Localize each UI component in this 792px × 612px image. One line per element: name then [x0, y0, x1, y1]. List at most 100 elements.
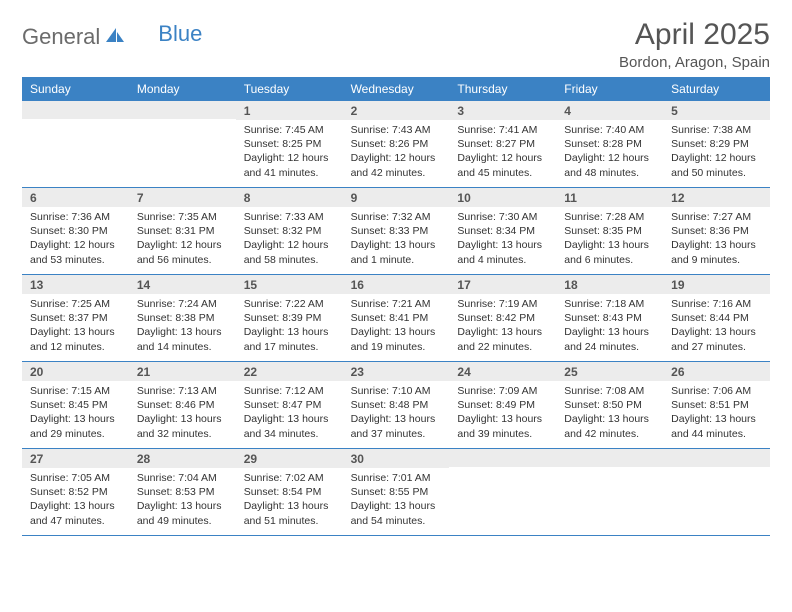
weekday-tuesday: Tuesday: [236, 77, 343, 101]
sunset-line: Sunset: 8:35 PM: [564, 224, 655, 238]
day-number: 10: [449, 188, 556, 207]
day-body: Sunrise: 7:01 AMSunset: 8:55 PMDaylight:…: [343, 468, 450, 532]
day-number: 22: [236, 362, 343, 381]
logo: General Blue: [22, 24, 202, 50]
sunset-line: Sunset: 8:25 PM: [244, 137, 335, 151]
day-number: 13: [22, 275, 129, 294]
day-body: Sunrise: 7:40 AMSunset: 8:28 PMDaylight:…: [556, 120, 663, 184]
day-cell: [449, 449, 556, 535]
day-number: 9: [343, 188, 450, 207]
day-cell: 1Sunrise: 7:45 AMSunset: 8:25 PMDaylight…: [236, 101, 343, 187]
day-number: 8: [236, 188, 343, 207]
day-body: Sunrise: 7:09 AMSunset: 8:49 PMDaylight:…: [449, 381, 556, 445]
sunrise-line: Sunrise: 7:10 AM: [351, 384, 442, 398]
sunrise-line: Sunrise: 7:43 AM: [351, 123, 442, 137]
sunrise-line: Sunrise: 7:40 AM: [564, 123, 655, 137]
day-cell: 16Sunrise: 7:21 AMSunset: 8:41 PMDayligh…: [343, 275, 450, 361]
location: Bordon, Aragon, Spain: [619, 54, 770, 71]
day-number: 6: [22, 188, 129, 207]
day-number: 29: [236, 449, 343, 468]
logo-text-general: General: [22, 24, 100, 50]
sunrise-line: Sunrise: 7:09 AM: [457, 384, 548, 398]
week-row: 20Sunrise: 7:15 AMSunset: 8:45 PMDayligh…: [22, 362, 770, 449]
day-body: Sunrise: 7:45 AMSunset: 8:25 PMDaylight:…: [236, 120, 343, 184]
day-body: Sunrise: 7:41 AMSunset: 8:27 PMDaylight:…: [449, 120, 556, 184]
daylight-line: Daylight: 13 hours and 4 minutes.: [457, 238, 548, 266]
day-body: Sunrise: 7:43 AMSunset: 8:26 PMDaylight:…: [343, 120, 450, 184]
sunrise-line: Sunrise: 7:16 AM: [671, 297, 762, 311]
day-number: 1: [236, 101, 343, 120]
day-body: Sunrise: 7:27 AMSunset: 8:36 PMDaylight:…: [663, 207, 770, 271]
day-number: 12: [663, 188, 770, 207]
day-cell: 18Sunrise: 7:18 AMSunset: 8:43 PMDayligh…: [556, 275, 663, 361]
daylight-line: Daylight: 13 hours and 42 minutes.: [564, 412, 655, 440]
sunset-line: Sunset: 8:32 PM: [244, 224, 335, 238]
day-number: [22, 101, 129, 119]
daylight-line: Daylight: 13 hours and 12 minutes.: [30, 325, 121, 353]
sunset-line: Sunset: 8:31 PM: [137, 224, 228, 238]
sunset-line: Sunset: 8:37 PM: [30, 311, 121, 325]
day-body: [556, 467, 663, 474]
sunset-line: Sunset: 8:34 PM: [457, 224, 548, 238]
day-body: Sunrise: 7:22 AMSunset: 8:39 PMDaylight:…: [236, 294, 343, 358]
sunrise-line: Sunrise: 7:45 AM: [244, 123, 335, 137]
day-number: 16: [343, 275, 450, 294]
day-body: Sunrise: 7:19 AMSunset: 8:42 PMDaylight:…: [449, 294, 556, 358]
logo-sail-icon: [104, 26, 126, 49]
sunrise-line: Sunrise: 7:36 AM: [30, 210, 121, 224]
day-number: 5: [663, 101, 770, 120]
day-cell: 28Sunrise: 7:04 AMSunset: 8:53 PMDayligh…: [129, 449, 236, 535]
daylight-line: Daylight: 13 hours and 37 minutes.: [351, 412, 442, 440]
daylight-line: Daylight: 13 hours and 32 minutes.: [137, 412, 228, 440]
day-body: Sunrise: 7:05 AMSunset: 8:52 PMDaylight:…: [22, 468, 129, 532]
sunset-line: Sunset: 8:54 PM: [244, 485, 335, 499]
day-cell: 15Sunrise: 7:22 AMSunset: 8:39 PMDayligh…: [236, 275, 343, 361]
day-cell: 2Sunrise: 7:43 AMSunset: 8:26 PMDaylight…: [343, 101, 450, 187]
day-cell: 5Sunrise: 7:38 AMSunset: 8:29 PMDaylight…: [663, 101, 770, 187]
day-cell: [129, 101, 236, 187]
sunset-line: Sunset: 8:30 PM: [30, 224, 121, 238]
day-cell: 25Sunrise: 7:08 AMSunset: 8:50 PMDayligh…: [556, 362, 663, 448]
week-row: 1Sunrise: 7:45 AMSunset: 8:25 PMDaylight…: [22, 101, 770, 188]
sunset-line: Sunset: 8:55 PM: [351, 485, 442, 499]
day-cell: 9Sunrise: 7:32 AMSunset: 8:33 PMDaylight…: [343, 188, 450, 274]
daylight-line: Daylight: 13 hours and 49 minutes.: [137, 499, 228, 527]
daylight-line: Daylight: 13 hours and 1 minute.: [351, 238, 442, 266]
daylight-line: Daylight: 13 hours and 44 minutes.: [671, 412, 762, 440]
day-cell: 10Sunrise: 7:30 AMSunset: 8:34 PMDayligh…: [449, 188, 556, 274]
title-block: April 2025 Bordon, Aragon, Spain: [619, 18, 770, 71]
day-number: 11: [556, 188, 663, 207]
day-body: Sunrise: 7:32 AMSunset: 8:33 PMDaylight:…: [343, 207, 450, 271]
weekday-friday: Friday: [556, 77, 663, 101]
sunset-line: Sunset: 8:38 PM: [137, 311, 228, 325]
day-body: Sunrise: 7:38 AMSunset: 8:29 PMDaylight:…: [663, 120, 770, 184]
day-body: Sunrise: 7:08 AMSunset: 8:50 PMDaylight:…: [556, 381, 663, 445]
sunrise-line: Sunrise: 7:22 AM: [244, 297, 335, 311]
daylight-line: Daylight: 13 hours and 27 minutes.: [671, 325, 762, 353]
day-number: 27: [22, 449, 129, 468]
daylight-line: Daylight: 13 hours and 47 minutes.: [30, 499, 121, 527]
weekday-sunday: Sunday: [22, 77, 129, 101]
day-body: Sunrise: 7:12 AMSunset: 8:47 PMDaylight:…: [236, 381, 343, 445]
day-number: 7: [129, 188, 236, 207]
daylight-line: Daylight: 12 hours and 41 minutes.: [244, 151, 335, 179]
day-cell: 26Sunrise: 7:06 AMSunset: 8:51 PMDayligh…: [663, 362, 770, 448]
day-body: Sunrise: 7:02 AMSunset: 8:54 PMDaylight:…: [236, 468, 343, 532]
day-number: 23: [343, 362, 450, 381]
sunrise-line: Sunrise: 7:06 AM: [671, 384, 762, 398]
header: General Blue April 2025 Bordon, Aragon, …: [22, 18, 770, 71]
day-body: Sunrise: 7:33 AMSunset: 8:32 PMDaylight:…: [236, 207, 343, 271]
day-number: 24: [449, 362, 556, 381]
sunrise-line: Sunrise: 7:35 AM: [137, 210, 228, 224]
day-cell: [556, 449, 663, 535]
daylight-line: Daylight: 12 hours and 58 minutes.: [244, 238, 335, 266]
sunrise-line: Sunrise: 7:41 AM: [457, 123, 548, 137]
sunrise-line: Sunrise: 7:32 AM: [351, 210, 442, 224]
day-number: 15: [236, 275, 343, 294]
day-cell: 20Sunrise: 7:15 AMSunset: 8:45 PMDayligh…: [22, 362, 129, 448]
day-body: Sunrise: 7:36 AMSunset: 8:30 PMDaylight:…: [22, 207, 129, 271]
day-cell: 11Sunrise: 7:28 AMSunset: 8:35 PMDayligh…: [556, 188, 663, 274]
sunrise-line: Sunrise: 7:24 AM: [137, 297, 228, 311]
week-row: 6Sunrise: 7:36 AMSunset: 8:30 PMDaylight…: [22, 188, 770, 275]
day-body: Sunrise: 7:15 AMSunset: 8:45 PMDaylight:…: [22, 381, 129, 445]
